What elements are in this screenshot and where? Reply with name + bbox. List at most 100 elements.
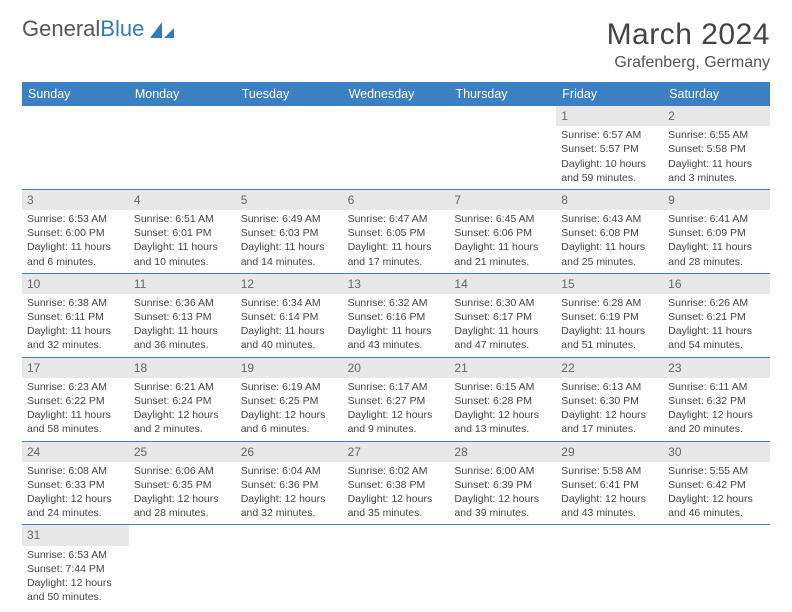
- daylight-text: Daylight: 12 hours and 24 minutes.: [27, 492, 124, 520]
- calendar-cell: 19Sunrise: 6:19 AMSunset: 6:25 PMDayligh…: [236, 358, 343, 442]
- daylight-text: Daylight: 12 hours and 50 minutes.: [27, 576, 124, 604]
- day-number: 6: [343, 190, 450, 210]
- sunset-text: Sunset: 6:05 PM: [348, 226, 445, 240]
- sunset-text: Sunset: 6:41 PM: [561, 478, 658, 492]
- calendar-cell: 23Sunrise: 6:11 AMSunset: 6:32 PMDayligh…: [663, 358, 770, 442]
- calendar-cell: 27Sunrise: 6:02 AMSunset: 6:38 PMDayligh…: [343, 442, 450, 526]
- day-number: 15: [556, 274, 663, 294]
- sunset-text: Sunset: 6:36 PM: [241, 478, 338, 492]
- sunset-text: Sunset: 6:22 PM: [27, 394, 124, 408]
- sunset-text: Sunset: 6:14 PM: [241, 310, 338, 324]
- logo-text: GeneralBlue: [22, 18, 144, 40]
- calendar-cell: [22, 106, 129, 190]
- sunrise-text: Sunrise: 6:06 AM: [134, 464, 231, 478]
- sunset-text: Sunset: 6:09 PM: [668, 226, 765, 240]
- calendar-cell: [343, 525, 450, 608]
- day-number: 17: [22, 358, 129, 378]
- calendar-cell: 2Sunrise: 6:55 AMSunset: 5:58 PMDaylight…: [663, 106, 770, 190]
- day-number: 22: [556, 358, 663, 378]
- page-title: March 2024: [607, 18, 770, 52]
- daylight-text: Daylight: 12 hours and 35 minutes.: [348, 492, 445, 520]
- calendar-cell: 10Sunrise: 6:38 AMSunset: 6:11 PMDayligh…: [22, 274, 129, 358]
- sunset-text: Sunset: 6:19 PM: [561, 310, 658, 324]
- dayname-wed: Wednesday: [343, 82, 450, 106]
- sunrise-text: Sunrise: 6:00 AM: [454, 464, 551, 478]
- sunrise-text: Sunrise: 6:36 AM: [134, 296, 231, 310]
- sunrise-text: Sunrise: 6:45 AM: [454, 212, 551, 226]
- sunset-text: Sunset: 6:33 PM: [27, 478, 124, 492]
- sunset-text: Sunset: 6:11 PM: [27, 310, 124, 324]
- sunrise-text: Sunrise: 5:55 AM: [668, 464, 765, 478]
- day-number: 10: [22, 274, 129, 294]
- calendar-cell: 18Sunrise: 6:21 AMSunset: 6:24 PMDayligh…: [129, 358, 236, 442]
- sunset-text: Sunset: 6:03 PM: [241, 226, 338, 240]
- sunrise-text: Sunrise: 6:23 AM: [27, 380, 124, 394]
- sunset-text: Sunset: 6:21 PM: [668, 310, 765, 324]
- daylight-text: Daylight: 12 hours and 46 minutes.: [668, 492, 765, 520]
- calendar-cell: 21Sunrise: 6:15 AMSunset: 6:28 PMDayligh…: [449, 358, 556, 442]
- calendar-cell: 25Sunrise: 6:06 AMSunset: 6:35 PMDayligh…: [129, 442, 236, 526]
- sunrise-text: Sunrise: 6:49 AM: [241, 212, 338, 226]
- sunrise-text: Sunrise: 6:47 AM: [348, 212, 445, 226]
- day-number: 21: [449, 358, 556, 378]
- sunset-text: Sunset: 6:39 PM: [454, 478, 551, 492]
- calendar-cell: 30 Sunrise: 5:55 AMSunset: 6:42 PMDayligh…: [663, 442, 770, 526]
- dayname-bar: Sunday Monday Tuesday Wednesday Thursday…: [22, 82, 770, 106]
- calendar-cell: 5Sunrise: 6:49 AMSunset: 6:03 PMDaylight…: [236, 190, 343, 274]
- sail-icon: [148, 20, 176, 40]
- day-number: 25: [129, 442, 236, 462]
- day-number: 4: [129, 190, 236, 210]
- calendar-cell: 16Sunrise: 6:26 AMSunset: 6:21 PMDayligh…: [663, 274, 770, 358]
- calendar-cell: 29Sunrise: 5:58 AMSunset: 6:41 PMDayligh…: [556, 442, 663, 526]
- sunset-text: Sunset: 6:38 PM: [348, 478, 445, 492]
- sunset-text: Sunset: 6:28 PM: [454, 394, 551, 408]
- logo-brand-b: Blue: [100, 16, 144, 41]
- day-number: 11: [129, 274, 236, 294]
- calendar-cell: [129, 106, 236, 190]
- calendar-grid: 1Sunrise: 6:57 AMSunset: 5:57 PMDaylight…: [22, 106, 770, 608]
- calendar-cell: 14Sunrise: 6:30 AMSunset: 6:17 PMDayligh…: [449, 274, 556, 358]
- calendar-cell: 12Sunrise: 6:34 AMSunset: 6:14 PMDayligh…: [236, 274, 343, 358]
- calendar-cell: [129, 525, 236, 608]
- calendar-cell: 20Sunrise: 6:17 AMSunset: 6:27 PMDayligh…: [343, 358, 450, 442]
- sunrise-text: Sunrise: 6:11 AM: [668, 380, 765, 394]
- daylight-text: Daylight: 11 hours and 36 minutes.: [134, 324, 231, 352]
- day-number: 18: [129, 358, 236, 378]
- sunset-text: Sunset: 6:08 PM: [561, 226, 658, 240]
- day-number: 20: [343, 358, 450, 378]
- title-block: March 2024 Grafenberg, Germany: [607, 18, 770, 72]
- day-number: 2: [663, 106, 770, 126]
- daylight-text: Daylight: 11 hours and 40 minutes.: [241, 324, 338, 352]
- day-number: 1: [556, 106, 663, 126]
- daylight-text: Daylight: 12 hours and 2 minutes.: [134, 408, 231, 436]
- sunset-text: Sunset: 6:42 PM: [668, 478, 765, 492]
- calendar-cell: 13Sunrise: 6:32 AMSunset: 6:16 PMDayligh…: [343, 274, 450, 358]
- header: GeneralBlue March 2024 Grafenberg, Germa…: [22, 18, 770, 72]
- sunrise-text: Sunrise: 6:04 AM: [241, 464, 338, 478]
- daylight-text: Daylight: 11 hours and 47 minutes.: [454, 324, 551, 352]
- daylight-text: Daylight: 12 hours and 9 minutes.: [348, 408, 445, 436]
- day-number: 30: [663, 442, 770, 462]
- dayname-sat: Saturday: [663, 82, 770, 106]
- sunset-text: Sunset: 6:00 PM: [27, 226, 124, 240]
- day-number: 24: [22, 442, 129, 462]
- sunset-text: Sunset: 6:24 PM: [134, 394, 231, 408]
- calendar-cell: [663, 525, 770, 608]
- sunrise-text: Sunrise: 6:41 AM: [668, 212, 765, 226]
- daylight-text: Daylight: 11 hours and 58 minutes.: [27, 408, 124, 436]
- daylight-text: Daylight: 11 hours and 3 minutes.: [668, 157, 765, 185]
- sunrise-text: Sunrise: 6:53 AM: [27, 548, 124, 562]
- calendar-cell: 31Sunrise: 6:53 AMSunset: 7:44 PMDayligh…: [22, 525, 129, 608]
- daylight-text: Daylight: 11 hours and 14 minutes.: [241, 240, 338, 268]
- calendar-cell: 15Sunrise: 6:28 AMSunset: 6:19 PMDayligh…: [556, 274, 663, 358]
- calendar-cell: [236, 106, 343, 190]
- day-number: 29: [556, 442, 663, 462]
- sunrise-text: Sunrise: 6:08 AM: [27, 464, 124, 478]
- calendar-cell: 6Sunrise: 6:47 AMSunset: 6:05 PMDaylight…: [343, 190, 450, 274]
- dayname-fri: Friday: [556, 82, 663, 106]
- sunrise-text: Sunrise: 6:30 AM: [454, 296, 551, 310]
- daylight-text: Daylight: 11 hours and 6 minutes.: [27, 240, 124, 268]
- calendar-cell: 28Sunrise: 6:00 AMSunset: 6:39 PMDayligh…: [449, 442, 556, 526]
- dayname-tue: Tuesday: [236, 82, 343, 106]
- day-number: 26: [236, 442, 343, 462]
